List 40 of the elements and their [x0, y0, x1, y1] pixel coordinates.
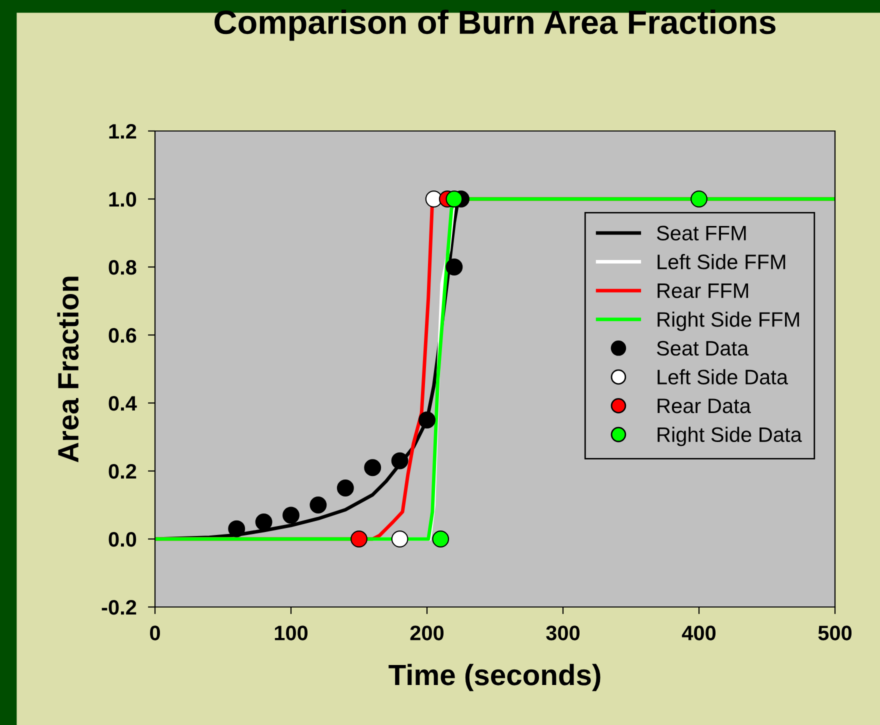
y-tick-label: 0.2	[108, 464, 136, 479]
y-axis-title: Area Fraction	[57, 276, 79, 462]
legend-label: Right Side FFM	[658, 312, 799, 331]
point	[310, 496, 327, 514]
x-tick-label: 300	[546, 626, 580, 640]
y-tick-label: 1.0	[109, 192, 136, 207]
point	[391, 452, 408, 470]
point	[432, 530, 450, 548]
legend-label: Left Side FFM	[658, 254, 786, 270]
point	[336, 480, 354, 496]
y-tick-label: 0.8	[108, 260, 136, 275]
point	[282, 506, 300, 524]
x-tick-label: 0	[150, 626, 160, 640]
x-tick-label: 200	[410, 626, 444, 640]
legend-label: Left Side Data	[658, 369, 788, 384]
point	[228, 520, 246, 538]
y-tick-label: 0.4	[108, 396, 137, 411]
point	[350, 530, 368, 548]
legend-label: Rear FFM	[658, 284, 748, 298]
x-tick-label: 500	[818, 626, 852, 640]
legend-label: Rear Data	[658, 398, 751, 414]
point	[425, 190, 442, 208]
y-tick-label: 1.2	[109, 124, 136, 139]
legend-label: Seat Data	[656, 340, 749, 356]
point	[391, 530, 408, 548]
point	[446, 258, 463, 276]
y-tick-label: 0.6	[108, 328, 136, 343]
x-tick-label: 400	[682, 626, 716, 640]
legend-label: Right Side Data	[658, 426, 802, 446]
y-tick-label: 0.0	[108, 532, 136, 547]
chart-title: Comparison of Burn Area Fractions	[214, 10, 776, 41]
x-axis-title: Time (seconds)	[388, 664, 600, 692]
point	[418, 412, 436, 428]
y-tick-label: -0.2	[102, 600, 136, 615]
point	[690, 190, 708, 208]
legend-label: Seat FFM	[656, 226, 746, 240]
point	[364, 459, 382, 476]
point	[255, 514, 272, 530]
point	[446, 190, 463, 208]
x-tick-label: 100	[274, 626, 308, 640]
